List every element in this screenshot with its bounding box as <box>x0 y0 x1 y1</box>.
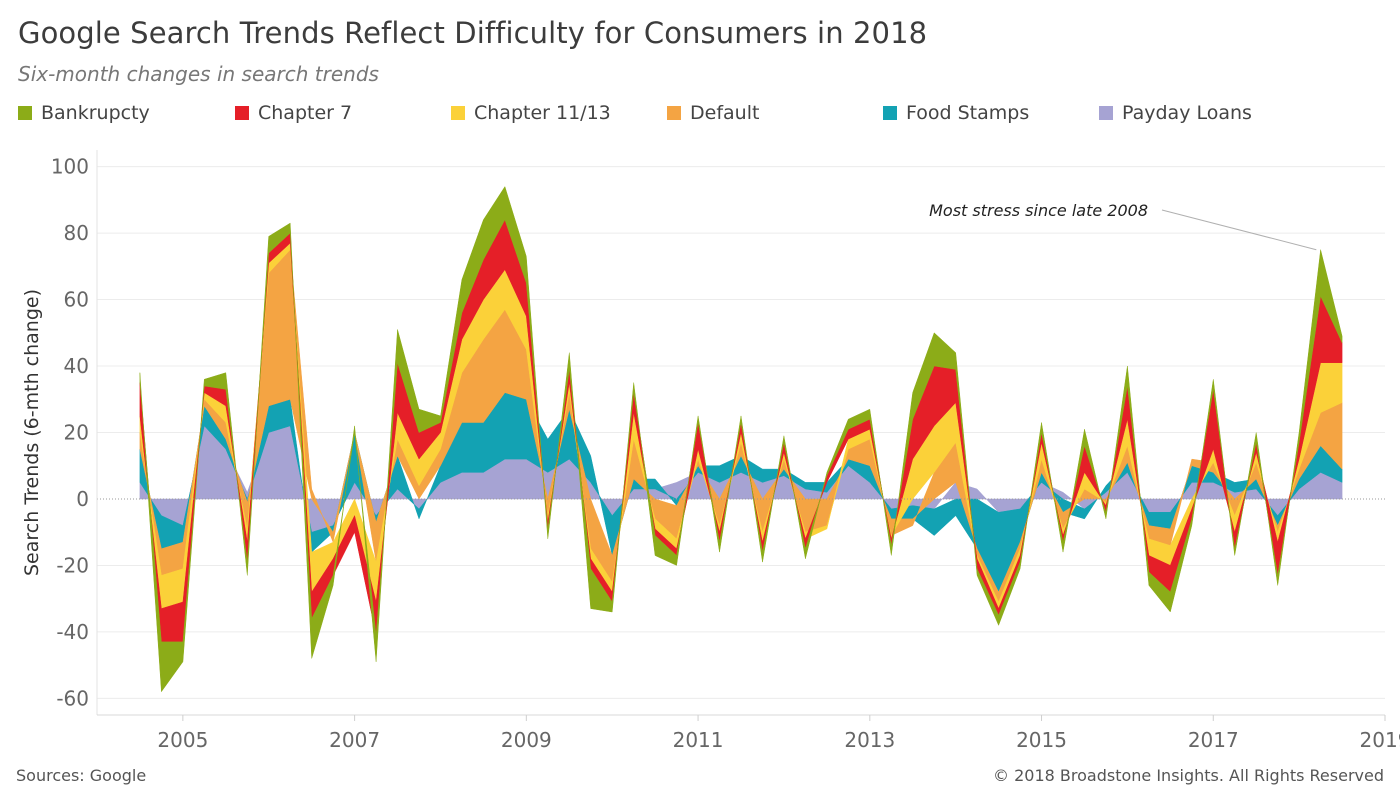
legend-label: Food Stamps <box>906 102 1030 124</box>
area-series <box>139 186 1343 693</box>
y-tick-label: 40 <box>64 354 89 378</box>
legend-swatch <box>235 106 249 120</box>
x-tick-label: 2015 <box>1016 728 1067 752</box>
legend-label: Bankrupcty <box>41 102 150 124</box>
legend-label: Payday Loans <box>1122 102 1252 124</box>
chart-title: Google Search Trends Reflect Difficulty … <box>18 16 928 50</box>
y-tick-label: 60 <box>64 288 89 312</box>
legend-swatch <box>18 106 32 120</box>
x-tick-label: 2005 <box>157 728 208 752</box>
annotation: Most stress since late 2008 <box>929 201 1317 251</box>
legend-label: Chapter 11/13 <box>474 102 611 124</box>
annotation-pointer <box>1161 209 1317 251</box>
x-tick-label: 2007 <box>329 728 380 752</box>
legend-item-default[interactable]: Default <box>667 102 759 124</box>
bankruptcy-area <box>139 186 1343 693</box>
y-axis-title: Search Trends (6-mth change) <box>21 289 43 576</box>
source-note: Sources: Google <box>16 766 147 785</box>
legend-item-payday-loans[interactable]: Payday Loans <box>1099 102 1252 124</box>
y-tick-label: -20 <box>56 553 89 577</box>
x-tick-label: 2009 <box>501 728 552 752</box>
x-tick-label: 2017 <box>1188 728 1239 752</box>
food-stamps-area <box>139 392 1343 593</box>
y-tick-label: 0 <box>76 487 89 511</box>
y-tick-label: -60 <box>56 686 89 710</box>
legend-item-chapter-11-13[interactable]: Chapter 11/13 <box>451 102 611 124</box>
legend: Bankrupcty Chapter 7 Chapter 11/13 Defau… <box>18 102 1398 128</box>
legend-item-bankruptcy[interactable]: Bankrupcty <box>18 102 150 124</box>
annotation-label: Most stress since late 2008 <box>929 201 1148 220</box>
legend-swatch <box>451 106 465 120</box>
axes: 100 80 60 40 20 0 -20 -40 -60 2005 2007 2009 2011 201… <box>21 150 1400 752</box>
legend-item-chapter-7[interactable]: Chapter 7 <box>235 102 352 124</box>
legend-label: Chapter 7 <box>258 102 353 124</box>
legend-label: Default <box>690 102 760 124</box>
x-tick-label: 2013 <box>844 728 895 752</box>
y-tick-label: 20 <box>64 421 89 445</box>
x-tick-label: 2011 <box>673 728 724 752</box>
chapter-7-area <box>139 219 1343 643</box>
copyright-note: © 2018 Broadstone Insights. All Rights R… <box>993 766 1384 785</box>
chart-subtitle: Six-month changes in search trends <box>18 62 379 86</box>
legend-swatch <box>1099 106 1113 120</box>
y-tick-label: 80 <box>64 221 89 245</box>
legend-swatch <box>883 106 897 120</box>
y-tick-label: -40 <box>56 620 89 644</box>
y-tick-label: 100 <box>51 155 89 179</box>
x-tick-label: 2019 <box>1360 728 1400 752</box>
legend-item-food-stamps[interactable]: Food Stamps <box>883 102 1029 124</box>
legend-swatch <box>667 106 681 120</box>
